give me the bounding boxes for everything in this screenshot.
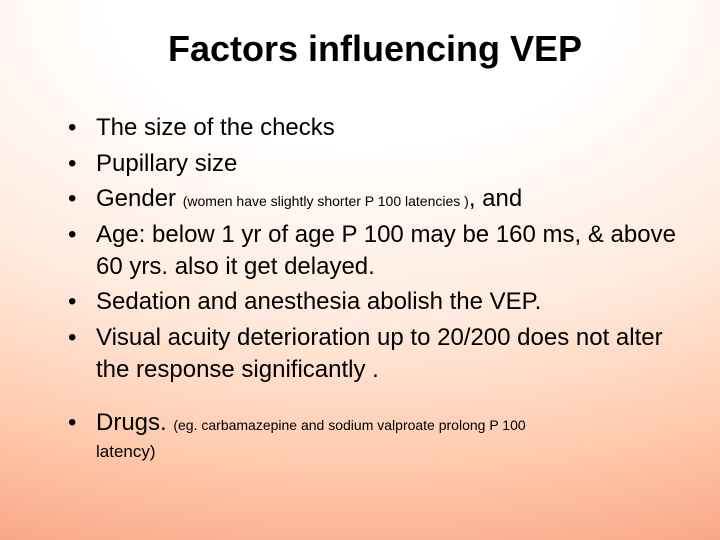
bullet-subtext: latency) xyxy=(96,441,680,463)
bullet-text: The size of the checks xyxy=(96,114,335,141)
bullet-text-post: , and xyxy=(469,185,522,212)
bullet-text: Visual acuity deterioration up to 20/200… xyxy=(96,324,663,383)
bullet-text: Sedation and anesthesia abolish the VEP. xyxy=(96,288,541,315)
bullet-text-pre: Drugs. xyxy=(96,409,173,436)
bullet-item: Drugs. (eg. carbamazepine and sodium val… xyxy=(68,407,680,463)
bullet-text-pre: Gender xyxy=(96,185,183,212)
bullet-text: Age: below 1 yr of age P 100 may be 160 … xyxy=(96,221,676,280)
bullet-paren: (women have slightly shorter P 100 laten… xyxy=(183,193,469,209)
bullet-text: Pupillary size xyxy=(96,150,237,177)
bullet-item: Sedation and anesthesia abolish the VEP. xyxy=(68,286,680,318)
bullet-list: The size of the checks Pupillary size Ge… xyxy=(40,112,680,463)
bullet-item: Visual acuity deterioration up to 20/200… xyxy=(68,322,680,385)
slide: Factors influencing VEP The size of the … xyxy=(0,0,720,540)
bullet-item: Pupillary size xyxy=(68,148,680,180)
bullet-item: Age: below 1 yr of age P 100 may be 160 … xyxy=(68,219,680,282)
bullet-item: The size of the checks xyxy=(68,112,680,144)
slide-title: Factors influencing VEP xyxy=(40,28,680,70)
bullet-item: Gender (women have slightly shorter P 10… xyxy=(68,183,680,215)
bullet-paren: (eg. carbamazepine and sodium valproate … xyxy=(173,417,525,433)
